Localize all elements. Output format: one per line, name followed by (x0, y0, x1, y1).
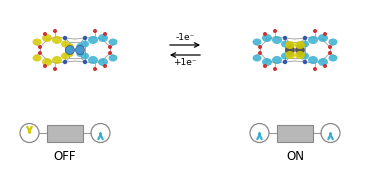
Ellipse shape (108, 39, 118, 45)
Circle shape (283, 36, 287, 40)
Ellipse shape (108, 54, 118, 62)
Circle shape (43, 64, 47, 68)
Circle shape (103, 64, 107, 68)
Circle shape (323, 64, 327, 68)
Ellipse shape (328, 39, 338, 45)
Circle shape (38, 51, 42, 55)
Circle shape (108, 45, 112, 49)
Circle shape (53, 29, 57, 33)
FancyBboxPatch shape (277, 125, 313, 141)
Ellipse shape (253, 54, 262, 62)
Circle shape (83, 36, 87, 40)
Circle shape (313, 29, 317, 33)
Ellipse shape (262, 34, 272, 42)
Ellipse shape (295, 51, 305, 59)
Ellipse shape (42, 58, 52, 66)
Ellipse shape (67, 43, 73, 49)
Text: +1e⁻: +1e⁻ (173, 58, 197, 67)
Circle shape (273, 67, 277, 71)
Circle shape (263, 64, 267, 68)
Ellipse shape (301, 41, 309, 47)
Circle shape (93, 29, 97, 33)
Circle shape (93, 67, 97, 71)
Ellipse shape (76, 51, 84, 57)
Ellipse shape (318, 58, 328, 66)
Ellipse shape (295, 41, 305, 49)
Ellipse shape (42, 34, 52, 42)
Text: ON: ON (286, 150, 304, 163)
Circle shape (258, 51, 262, 55)
Circle shape (63, 60, 67, 64)
Circle shape (43, 32, 47, 36)
Ellipse shape (301, 53, 309, 59)
Ellipse shape (328, 54, 338, 62)
Ellipse shape (287, 51, 293, 57)
Ellipse shape (296, 51, 304, 57)
Ellipse shape (281, 41, 289, 47)
Ellipse shape (76, 43, 84, 49)
Circle shape (263, 32, 267, 36)
Ellipse shape (296, 43, 304, 49)
Circle shape (65, 45, 74, 54)
Circle shape (258, 45, 262, 49)
Circle shape (108, 51, 112, 55)
Circle shape (38, 45, 42, 49)
Circle shape (83, 60, 87, 64)
Ellipse shape (262, 58, 272, 66)
Circle shape (273, 29, 277, 33)
Ellipse shape (285, 51, 295, 59)
Circle shape (53, 67, 57, 71)
Ellipse shape (61, 41, 69, 47)
Ellipse shape (61, 53, 69, 59)
Ellipse shape (88, 36, 98, 44)
Circle shape (285, 45, 294, 54)
Circle shape (296, 45, 305, 54)
Circle shape (283, 60, 287, 64)
Ellipse shape (81, 41, 89, 47)
Ellipse shape (52, 36, 62, 44)
Ellipse shape (52, 56, 62, 64)
Ellipse shape (88, 56, 98, 64)
Circle shape (328, 51, 332, 55)
Circle shape (76, 45, 85, 54)
Ellipse shape (98, 58, 108, 66)
Text: OFF: OFF (54, 150, 76, 163)
Circle shape (63, 36, 67, 40)
Circle shape (313, 67, 317, 71)
Ellipse shape (253, 39, 262, 45)
Circle shape (303, 36, 307, 40)
Ellipse shape (272, 56, 282, 64)
Ellipse shape (33, 54, 42, 62)
Ellipse shape (67, 51, 73, 57)
Ellipse shape (33, 39, 42, 45)
Ellipse shape (285, 41, 295, 49)
Ellipse shape (308, 56, 318, 64)
Ellipse shape (318, 34, 328, 42)
Ellipse shape (272, 36, 282, 44)
Circle shape (323, 32, 327, 36)
Circle shape (303, 60, 307, 64)
Ellipse shape (281, 53, 289, 59)
Ellipse shape (81, 53, 89, 59)
Ellipse shape (308, 36, 318, 44)
Ellipse shape (287, 43, 293, 49)
Ellipse shape (98, 34, 108, 42)
Circle shape (103, 32, 107, 36)
Text: -1e⁻: -1e⁻ (175, 33, 195, 42)
Circle shape (328, 45, 332, 49)
FancyBboxPatch shape (47, 125, 83, 141)
